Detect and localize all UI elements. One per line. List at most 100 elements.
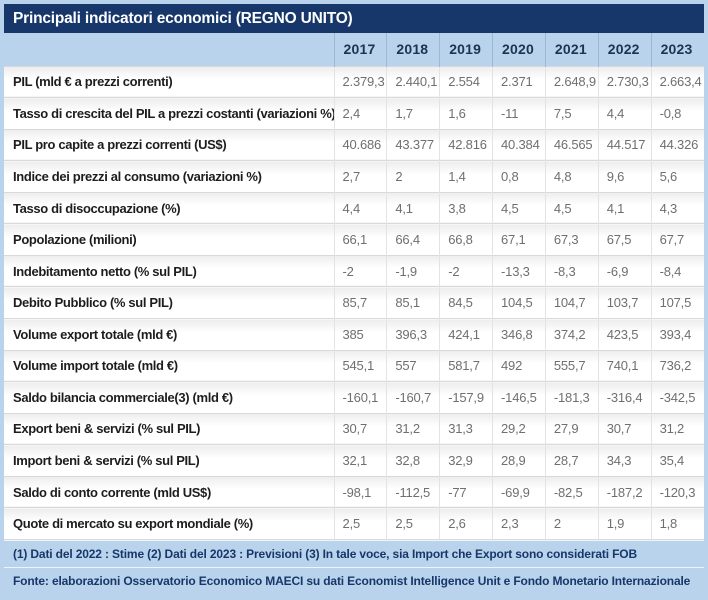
value-cell: 85,1 bbox=[386, 286, 440, 319]
value-cell: 2,5 bbox=[333, 507, 387, 540]
year-header: 2022 bbox=[597, 33, 652, 66]
value-cell: 545,1 bbox=[333, 349, 387, 382]
value-cell: -160,1 bbox=[333, 381, 387, 414]
footnote-source: Fonte: elaborazioni Osservatorio Economi… bbox=[4, 567, 704, 594]
value-cell: -77 bbox=[439, 475, 493, 508]
value-cell: 104,7 bbox=[544, 286, 599, 319]
row-label: Export beni & servizi (% sul PIL) bbox=[4, 412, 334, 445]
table-row: Import beni & servizi (% sul PIL) 32,1 32,… bbox=[4, 444, 704, 477]
value-cell: 5,6 bbox=[650, 160, 704, 193]
value-cell: 67,3 bbox=[544, 223, 599, 256]
value-cell: -0,8 bbox=[650, 97, 704, 130]
value-cell: 67,7 bbox=[650, 223, 704, 256]
table-row: Indebitamento netto (% sul PIL) -2 -1,9 -2-… bbox=[4, 254, 704, 287]
value-cell: -82,5 bbox=[544, 475, 599, 508]
value-cell: 32,9 bbox=[439, 444, 493, 477]
table-row: Tasso di crescita del PIL a prezzi costa… bbox=[4, 97, 704, 130]
value-cell: 35,4 bbox=[650, 444, 704, 477]
value-cell: 28,9 bbox=[492, 444, 546, 477]
value-cell: -2 bbox=[439, 254, 493, 287]
value-cell: 43.377 bbox=[386, 128, 440, 161]
value-cell: 2,6 bbox=[439, 507, 493, 540]
value-cell: 423,5 bbox=[597, 318, 652, 351]
table-row: Volume import totale (mld €) 545,1 557 581,… bbox=[4, 349, 704, 382]
value-cell: -6,9 bbox=[597, 254, 652, 287]
value-cell: 27,9 bbox=[544, 412, 599, 445]
value-cell: 30,7 bbox=[597, 412, 652, 445]
value-cell: 2.371 bbox=[492, 65, 546, 98]
year-header: 2021 bbox=[544, 33, 599, 66]
table-row: Volume export totale (mld €) 385 396,3 424,… bbox=[4, 318, 704, 351]
value-cell: 4,1 bbox=[597, 191, 652, 224]
value-cell: 2.554 bbox=[439, 65, 493, 98]
value-cell: 66,4 bbox=[386, 223, 440, 256]
value-cell: 1,9 bbox=[597, 507, 652, 540]
year-header-row: 2017 2018 2019 2020 2021 2022 2023 bbox=[4, 33, 704, 66]
value-cell: 40.686 bbox=[333, 128, 387, 161]
value-cell: -187,2 bbox=[597, 475, 652, 508]
value-cell: 396,3 bbox=[386, 318, 440, 351]
table-row: Quote di mercato su export mondiale (%) 2… bbox=[4, 507, 704, 540]
value-cell: 7,5 bbox=[544, 97, 599, 130]
value-cell: 385 bbox=[333, 318, 387, 351]
value-cell: -316,4 bbox=[597, 381, 652, 414]
value-cell: 31,2 bbox=[386, 412, 440, 445]
value-cell: 67,1 bbox=[492, 223, 546, 256]
value-cell: -112,5 bbox=[386, 475, 440, 508]
value-cell: 32,8 bbox=[386, 444, 440, 477]
row-label: Import beni & servizi (% sul PIL) bbox=[4, 444, 334, 477]
table-row: PIL (mld € a prezzi correnti) 2.379,3 2.44… bbox=[4, 65, 704, 98]
value-cell: 555,7 bbox=[544, 349, 599, 382]
value-cell: -11 bbox=[492, 97, 546, 130]
value-cell: 9,6 bbox=[597, 160, 652, 193]
value-cell: 2.648,9 bbox=[544, 65, 599, 98]
table-row: Export beni & servizi (% sul PIL) 30,7 31,… bbox=[4, 412, 704, 445]
value-cell: 2.663,4 bbox=[650, 65, 704, 98]
value-cell: 3,8 bbox=[439, 191, 493, 224]
empty-header-cell bbox=[4, 33, 334, 66]
row-label: Saldo di conto corrente (mld US$) bbox=[4, 475, 334, 508]
value-cell: 4,1 bbox=[386, 191, 440, 224]
value-cell: 492 bbox=[492, 349, 546, 382]
value-cell: 42.816 bbox=[439, 128, 493, 161]
value-cell: 32,1 bbox=[333, 444, 387, 477]
value-cell: 2 bbox=[386, 160, 440, 193]
row-label: Quote di mercato su export mondiale (%) bbox=[4, 507, 334, 540]
value-cell: 2,7 bbox=[333, 160, 387, 193]
value-cell: 4,8 bbox=[544, 160, 599, 193]
value-cell: 424,1 bbox=[439, 318, 493, 351]
row-label: Volume export totale (mld €) bbox=[4, 318, 334, 351]
value-cell: 1,8 bbox=[650, 507, 704, 540]
value-cell: 393,4 bbox=[650, 318, 704, 351]
table-row: Indice dei prezzi al consumo (variazioni… bbox=[4, 160, 704, 193]
table-row: Saldo bilancia commerciale(3) (mld €) -16… bbox=[4, 381, 704, 414]
value-cell: 66,1 bbox=[333, 223, 387, 256]
value-cell: -1,9 bbox=[386, 254, 440, 287]
year-header: 2018 bbox=[386, 33, 440, 66]
value-cell: 67,5 bbox=[597, 223, 652, 256]
value-cell: 31,2 bbox=[650, 412, 704, 445]
value-cell: -98,1 bbox=[333, 475, 387, 508]
value-cell: 2,5 bbox=[386, 507, 440, 540]
value-cell: 46.565 bbox=[544, 128, 599, 161]
table-row: Debito Pubblico (% sul PIL) 85,7 85,1 84,5 1… bbox=[4, 286, 704, 319]
value-cell: 34,3 bbox=[597, 444, 652, 477]
table-row: PIL pro capite a prezzi correnti (US$) 40… bbox=[4, 128, 704, 161]
value-cell: 103,7 bbox=[597, 286, 652, 319]
value-cell: 2.730,3 bbox=[597, 65, 652, 98]
table-row: Tasso di disoccupazione (%) 4,4 4,1 3,8 4,5 4… bbox=[4, 191, 704, 224]
table-header: 2017 2018 2019 2020 2021 2022 2023 bbox=[4, 33, 704, 66]
value-cell: -13,3 bbox=[492, 254, 546, 287]
value-cell: 31,3 bbox=[439, 412, 493, 445]
value-cell: 557 bbox=[386, 349, 440, 382]
value-cell: 374,2 bbox=[544, 318, 599, 351]
value-cell: 66,8 bbox=[439, 223, 493, 256]
value-cell: 581,7 bbox=[439, 349, 493, 382]
value-cell: -120,3 bbox=[650, 475, 704, 508]
value-cell: 736,2 bbox=[650, 349, 704, 382]
value-cell: 104,5 bbox=[492, 286, 546, 319]
footnote-notes: (1) Dati del 2022 : Stime (2) Dati del 2… bbox=[4, 540, 704, 567]
row-label: Saldo bilancia commerciale(3) (mld €) bbox=[4, 381, 334, 414]
value-cell: 44.517 bbox=[597, 128, 652, 161]
